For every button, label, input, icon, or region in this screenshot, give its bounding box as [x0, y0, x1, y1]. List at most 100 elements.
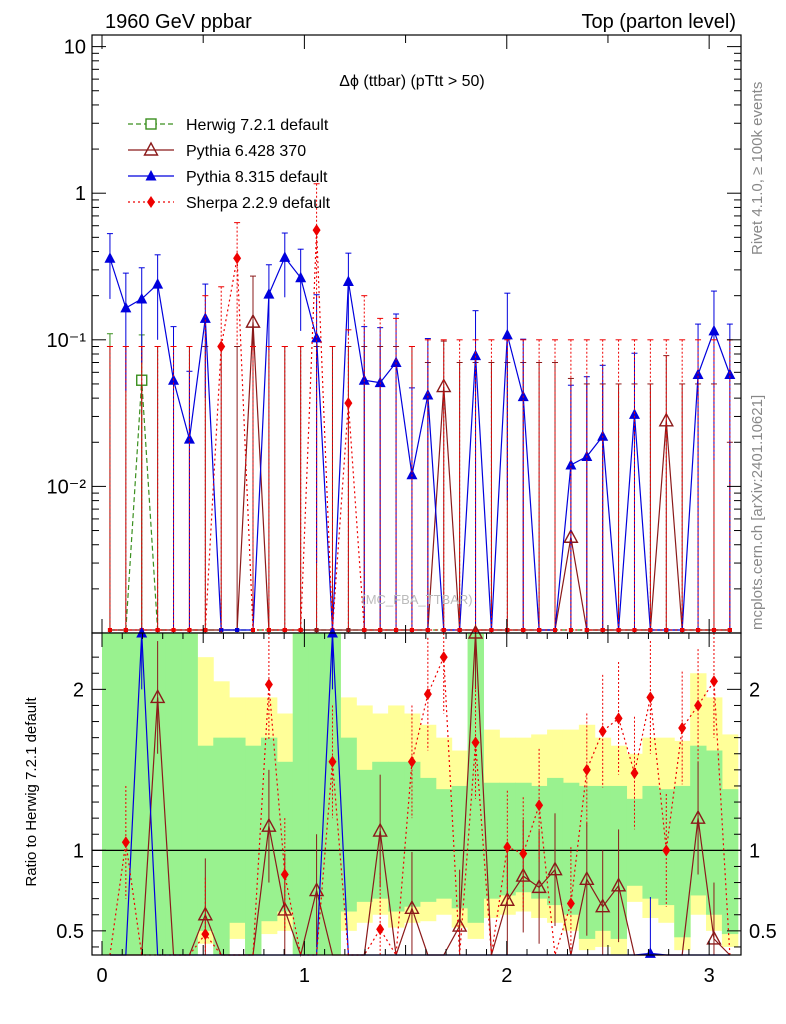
- zero-point: [250, 628, 255, 632]
- band-inner: [626, 798, 643, 886]
- zero-point: [489, 628, 494, 632]
- ratio-x-tick-label: 1: [299, 965, 310, 987]
- series-line-1: [109, 322, 730, 631]
- ratio-panel: 0.5 0.5 1 1 2 2 0 1 2 3 Ratio to Herwig 7.2.1 def…: [23, 624, 777, 987]
- zero-point: [680, 628, 685, 632]
- data-point: [358, 374, 370, 385]
- data-point: [436, 378, 452, 393]
- main-title: Δϕ (ttbar) (pTtt > 50): [339, 73, 484, 90]
- data-point: [708, 324, 720, 336]
- data-point: [344, 397, 353, 410]
- zero-point: [298, 628, 303, 632]
- band-inner: [292, 633, 310, 955]
- zero-point: [282, 628, 287, 632]
- zero-point: [584, 628, 589, 632]
- data-point: [470, 349, 482, 361]
- zero-point: [219, 628, 224, 632]
- zero-point: [664, 628, 669, 632]
- band-inner: [229, 737, 246, 923]
- ratio-y-tick-label: 1: [73, 840, 84, 862]
- band-inner: [181, 633, 198, 955]
- zero-point: [632, 628, 637, 632]
- legend-label: Pythia 6.428 370: [186, 143, 306, 160]
- ratio-point: [451, 917, 468, 932]
- band-inner: [340, 737, 357, 912]
- series-line-3: [109, 230, 730, 631]
- zero-point: [696, 628, 701, 632]
- ratio-point: [610, 877, 627, 892]
- y-tick-label: 10⁻¹: [47, 330, 87, 352]
- data-point: [597, 430, 609, 441]
- ratio-ylabel: Ratio to Herwig 7.2.1 default: [23, 697, 40, 887]
- data-point: [104, 252, 116, 263]
- ratio-point: [706, 930, 722, 945]
- zero-point: [521, 628, 526, 632]
- data-point: [295, 271, 307, 283]
- ratio-point: [662, 844, 671, 857]
- zero-point: [457, 628, 462, 632]
- zero-point: [473, 628, 478, 632]
- band-inner: [721, 789, 739, 935]
- data-point: [245, 313, 261, 328]
- legend-label: Herwig 7.2.1 default: [186, 117, 329, 134]
- band-inner: [276, 761, 294, 912]
- ratio-point: [372, 822, 388, 837]
- main-axes: 10⁻² 10⁻¹ 1 10: [47, 35, 741, 634]
- ratio-point: [261, 817, 277, 832]
- ratio-point: [136, 627, 148, 638]
- ratio-y-tick-label: 2: [73, 679, 84, 701]
- ratio-y-tick-label-right: 1: [749, 840, 760, 862]
- ratio-point: [197, 906, 213, 921]
- data-point: [152, 278, 164, 289]
- zero-point: [378, 628, 383, 632]
- legend-marker: [147, 196, 155, 208]
- data-point: [183, 433, 195, 444]
- legend-marker: [145, 118, 157, 130]
- ratio-point: [471, 736, 480, 749]
- ratio-frame: [91, 632, 742, 956]
- zero-point: [394, 628, 399, 632]
- band-inner: [404, 761, 421, 907]
- data-point: [390, 356, 402, 368]
- band-inner: [674, 785, 691, 938]
- ratio-bands-layer: [102, 633, 739, 955]
- main-marks-layer: [104, 183, 736, 633]
- band-inner: [388, 761, 405, 912]
- zero-point: [314, 628, 319, 632]
- ratio-point: [547, 861, 563, 876]
- band-inner: [642, 785, 659, 899]
- zero-point: [537, 628, 542, 632]
- band-inner: [102, 633, 119, 955]
- zero-point: [648, 628, 653, 632]
- zero-point: [266, 628, 271, 632]
- zero-point: [187, 628, 192, 632]
- ratio-x-tick-label: 0: [96, 965, 107, 987]
- ratio-y-tick-label: 0.5: [56, 921, 84, 943]
- ratio-point: [326, 627, 338, 638]
- rivet-label: Rivet 4.1.0, ≥ 100k events: [749, 82, 766, 255]
- ratio-point: [404, 899, 420, 915]
- ratio-point: [709, 675, 718, 688]
- band-inner: [165, 633, 182, 955]
- data-point: [581, 450, 593, 461]
- ratio-point: [407, 755, 416, 768]
- data-point: [658, 412, 674, 427]
- main-panel: 10⁻² 10⁻¹ 1 10 Δϕ (ttbar) (pTtt > 50) (MC_F…: [47, 34, 742, 634]
- band-inner: [197, 745, 214, 931]
- data-point: [263, 288, 275, 299]
- header-right: Top (parton level): [581, 11, 736, 33]
- zero-point: [727, 628, 732, 632]
- band-inner: [435, 789, 453, 899]
- mcplots-label: mcplots.cern.ch [arXiv:2401.10621]: [749, 395, 766, 630]
- legend-label: Pythia 8.315 default: [186, 169, 328, 186]
- band-inner: [213, 737, 230, 955]
- zero-point: [362, 628, 367, 632]
- band-inner: [419, 777, 437, 902]
- legend-marker: [143, 141, 159, 156]
- ratio-point: [519, 847, 528, 860]
- y-tick-label: 1: [75, 183, 86, 205]
- data-point: [279, 251, 291, 262]
- ratio-point: [515, 867, 531, 882]
- data-point: [342, 275, 354, 286]
- band-inner: [451, 785, 469, 909]
